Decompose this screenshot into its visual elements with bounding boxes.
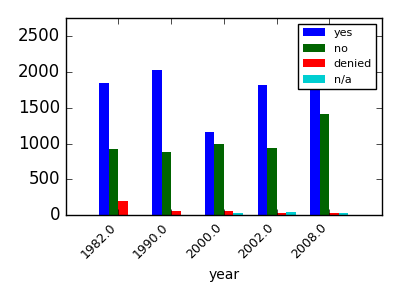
Bar bbox=[310, 74, 320, 215]
Bar bbox=[100, 82, 109, 215]
Bar bbox=[152, 70, 162, 215]
Bar bbox=[286, 212, 296, 215]
Bar bbox=[171, 211, 181, 215]
Bar bbox=[267, 148, 276, 215]
Bar bbox=[233, 213, 243, 215]
Bar bbox=[276, 213, 286, 215]
Bar bbox=[258, 85, 267, 215]
Bar bbox=[109, 149, 118, 215]
Legend: yes, no, denied, n/a: yes, no, denied, n/a bbox=[298, 24, 376, 89]
Bar bbox=[118, 201, 128, 215]
Bar bbox=[214, 144, 224, 215]
Bar bbox=[205, 132, 214, 215]
Bar bbox=[224, 211, 233, 215]
Bar bbox=[162, 152, 171, 215]
X-axis label: year: year bbox=[208, 268, 240, 282]
Bar bbox=[320, 114, 329, 215]
Bar bbox=[329, 214, 339, 215]
Bar bbox=[339, 213, 348, 215]
